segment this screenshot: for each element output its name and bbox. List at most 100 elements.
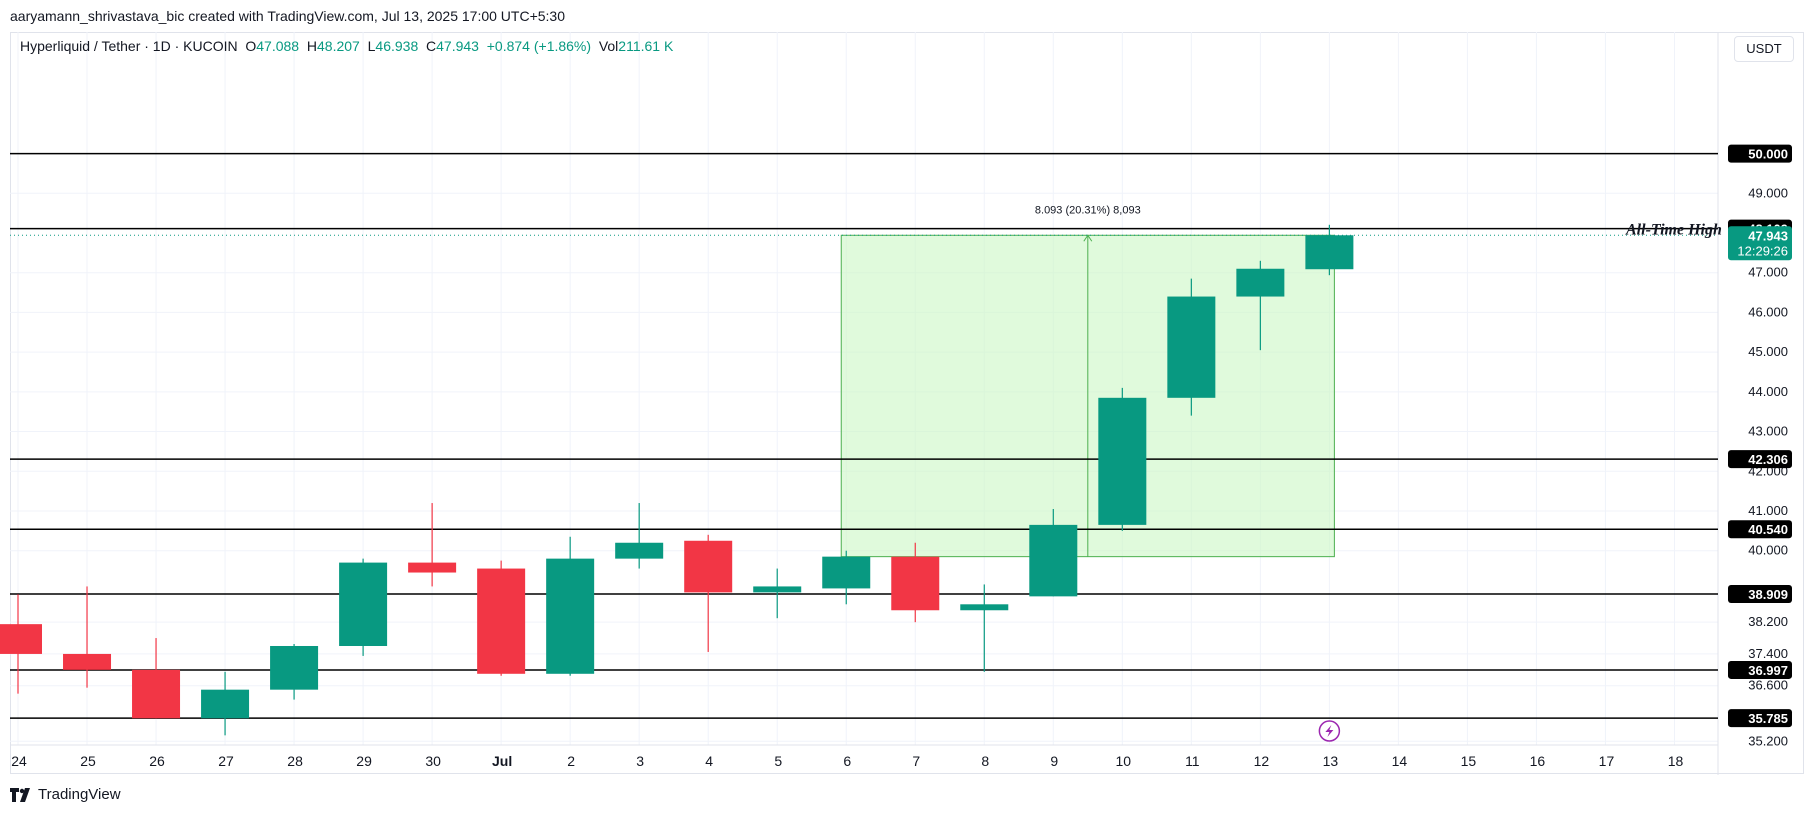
currency-button[interactable]: USDT bbox=[1734, 36, 1794, 62]
level-badge-label: 35.785 bbox=[1748, 711, 1788, 726]
time-tick-label: 3 bbox=[636, 753, 644, 769]
candle-body bbox=[270, 645, 319, 690]
candle-body bbox=[1236, 268, 1285, 297]
time-tick-label: 30 bbox=[425, 753, 441, 769]
last-price-badge bbox=[1728, 226, 1792, 261]
price-axis: 49.00047.00046.00045.00044.00043.00042.0… bbox=[1728, 144, 1792, 748]
level-badge bbox=[1728, 144, 1792, 163]
level-badge bbox=[1728, 450, 1792, 469]
time-tick-label: 28 bbox=[287, 753, 303, 769]
time-tick-label: 18 bbox=[1668, 753, 1684, 769]
time-tick-label: 24 bbox=[11, 753, 27, 769]
candle-body bbox=[1098, 397, 1147, 525]
candle-body bbox=[546, 558, 595, 674]
open-label: O bbox=[245, 38, 257, 54]
candle-body bbox=[684, 540, 733, 593]
candle-body bbox=[615, 542, 664, 559]
level-badge-label: 40.540 bbox=[1748, 522, 1788, 537]
candle-body bbox=[960, 604, 1009, 611]
time-tick-label: 9 bbox=[1050, 753, 1058, 769]
price-tick-label: 49.000 bbox=[1748, 185, 1788, 200]
tradingview-logo-icon bbox=[10, 787, 30, 802]
candle-body bbox=[132, 669, 181, 719]
level-badge-label: 38.909 bbox=[1748, 587, 1788, 602]
symbol-name: Hyperliquid / Tether · 1D · KUCOIN bbox=[20, 38, 238, 54]
close-label: C bbox=[426, 38, 437, 54]
level-badge-label: 50.000 bbox=[1748, 147, 1788, 162]
symbol-legend: Hyperliquid / Tether · 1D · KUCOIN O47.0… bbox=[20, 38, 673, 54]
open-value: 47.088 bbox=[256, 38, 300, 54]
price-tick-label: 37.400 bbox=[1748, 646, 1788, 661]
level-badge bbox=[1728, 585, 1792, 604]
low-value: 46.938 bbox=[375, 38, 419, 54]
candle-body bbox=[477, 568, 526, 674]
time-tick-label: 15 bbox=[1461, 753, 1477, 769]
chart-annotations: All-Time High bbox=[1318, 222, 1722, 742]
volume-value: 211.61 K bbox=[618, 38, 674, 54]
price-tick-label: 40.000 bbox=[1748, 543, 1788, 558]
time-tick-label: 14 bbox=[1392, 753, 1408, 769]
candle-body bbox=[891, 556, 940, 611]
candle-body bbox=[408, 562, 457, 573]
time-tick-label: 7 bbox=[912, 753, 920, 769]
level-badge-label: 42.306 bbox=[1748, 452, 1788, 467]
change-value: +0.874 (+1.86%) bbox=[486, 38, 592, 54]
price-tick-label: 41.000 bbox=[1748, 503, 1788, 518]
time-tick-label: 6 bbox=[843, 753, 851, 769]
close-value: 47.943 bbox=[436, 38, 479, 54]
time-tick-label: 29 bbox=[356, 753, 372, 769]
high-value: 48.207 bbox=[317, 38, 360, 54]
price-tick-label: 43.000 bbox=[1748, 424, 1788, 439]
time-tick-label: 12 bbox=[1254, 753, 1270, 769]
time-tick-label: 8 bbox=[981, 753, 989, 769]
time-axis: 24 25 26 27 28 29 30 Jul 2 3 4 5 6 7 8 9 10 11 12 13 14 15 16 1… bbox=[11, 753, 1683, 769]
candle-body bbox=[1029, 524, 1078, 597]
lightning-bolt bbox=[1325, 725, 1334, 737]
time-tick-label: 17 bbox=[1599, 753, 1615, 769]
price-tick-label: 47.000 bbox=[1748, 265, 1788, 280]
price-tick-label: 45.000 bbox=[1748, 344, 1788, 359]
time-tick-label: 4 bbox=[705, 753, 713, 769]
price-tick-label: 35.200 bbox=[1748, 733, 1788, 748]
candle-body bbox=[339, 562, 388, 646]
time-tick-label: Jul bbox=[492, 753, 512, 769]
level-badge bbox=[1728, 660, 1792, 679]
time-tick-label: 27 bbox=[218, 753, 234, 769]
candle-body bbox=[753, 586, 802, 593]
candle-body bbox=[63, 653, 112, 670]
tradingview-logo: TradingView bbox=[10, 786, 121, 803]
last-price-label: 47.943 bbox=[1748, 228, 1788, 243]
horizontal-levels bbox=[10, 152, 1718, 719]
price-tick-label: 36.600 bbox=[1748, 678, 1788, 693]
time-tick-label: 11 bbox=[1185, 753, 1200, 769]
time-tick-label: 25 bbox=[80, 753, 96, 769]
tradingview-brand: TradingView bbox=[38, 786, 121, 803]
price-tick-label: 46.000 bbox=[1748, 304, 1788, 319]
candle-body bbox=[1305, 235, 1354, 270]
price-tick-label: 38.200 bbox=[1748, 614, 1788, 629]
candles bbox=[0, 224, 1354, 736]
time-tick-label: 2 bbox=[567, 753, 575, 769]
level-badge bbox=[1728, 520, 1792, 539]
chart-frame bbox=[10, 32, 1804, 774]
time-tick-label: 5 bbox=[774, 753, 782, 769]
candle-body bbox=[1167, 296, 1216, 398]
measure-tool: 8.093 (20.31%) 8,093 bbox=[840, 204, 1335, 558]
volume-label: Vol bbox=[598, 38, 619, 54]
measure-label: 8.093 (20.31%) 8,093 bbox=[1035, 204, 1141, 216]
chart-credit: aaryamann_shrivastava_bic created with T… bbox=[10, 8, 566, 24]
level-badge-label: 36.997 bbox=[1748, 663, 1788, 678]
high-label: H bbox=[306, 38, 317, 54]
time-tick-label: 16 bbox=[1530, 753, 1546, 769]
ath-label: All-Time High bbox=[1625, 222, 1722, 239]
low-label: L bbox=[367, 38, 376, 54]
level-badge bbox=[1728, 709, 1792, 728]
time-tick-label: 13 bbox=[1323, 753, 1339, 769]
time-tick-label: 10 bbox=[1116, 753, 1132, 769]
candle-body bbox=[201, 689, 250, 719]
price-tick-label: 44.000 bbox=[1748, 384, 1788, 399]
candle-body bbox=[0, 624, 42, 654]
candle-body bbox=[822, 556, 871, 589]
countdown-label: 12:29:26 bbox=[1737, 243, 1788, 258]
